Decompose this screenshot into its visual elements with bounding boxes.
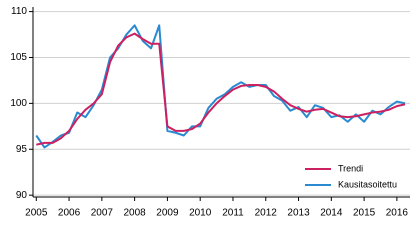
x-tick-label: 2016 bbox=[386, 208, 409, 219]
x-tick-label: 2010 bbox=[189, 208, 212, 219]
chart: 90 95 100 105 110 2005 2006 2007 2008 2009 2010 201… bbox=[10, 6, 410, 219]
legend-label: Trendi bbox=[338, 163, 363, 173]
x-tick-label: 2013 bbox=[287, 208, 310, 219]
x-tick-label: 2012 bbox=[255, 208, 278, 219]
x-tick-label: 2008 bbox=[124, 208, 147, 219]
x-tick-label: 2014 bbox=[320, 208, 343, 219]
x-tick-label: 2009 bbox=[156, 208, 179, 219]
x-tick-label: 2007 bbox=[91, 208, 114, 219]
x-tick-label: 2005 bbox=[25, 208, 48, 219]
x-tick-label: 2006 bbox=[58, 208, 81, 219]
x-tick-label: 2011 bbox=[222, 208, 244, 219]
series-line bbox=[36, 32, 406, 146]
y-tick-label: 105 bbox=[10, 52, 27, 63]
y-tick-label: 100 bbox=[10, 98, 27, 109]
y-tick-label: 90 bbox=[16, 190, 28, 201]
y-tick-label: 110 bbox=[11, 6, 27, 17]
legend-label: Kausitasoitettu bbox=[338, 179, 397, 189]
x-tick-label: 2015 bbox=[353, 208, 376, 219]
series-line bbox=[35, 24, 406, 149]
y-tick-label: 95 bbox=[16, 144, 28, 155]
